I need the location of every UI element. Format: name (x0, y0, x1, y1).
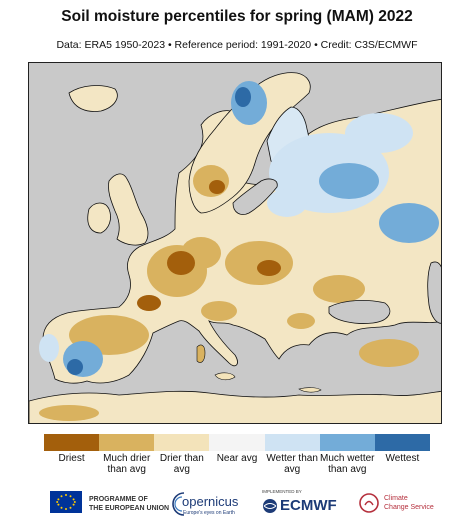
sardinia (196, 344, 206, 363)
legend-swatch-much-drier (99, 434, 155, 451)
c3s-text-line-1: Climate (384, 495, 408, 502)
great-britain (108, 173, 149, 246)
eu-text-line-1: PROGRAMME OF (89, 496, 148, 503)
legend-label-wetter: Wetter than avg (266, 453, 318, 475)
legend-colorbar (44, 434, 430, 452)
ecmwf-globe-icon (263, 499, 277, 513)
legend-swatch-much-wetter (319, 434, 375, 451)
legend-label-drier: Drier than avg (159, 453, 204, 475)
eu-flag-icon (50, 491, 82, 513)
legend-labels: Driest Much drier than avg Drier than av… (44, 453, 430, 475)
map-title: Soil moisture percentiles for spring (MA… (61, 8, 413, 25)
soil-moisture-map (28, 62, 442, 424)
copernicus-tagline: Europe's eyes on Earth (183, 510, 235, 516)
eu-text-line-2: THE EUROPEAN UNION (89, 505, 170, 512)
legend-label-wettest: Wettest (385, 453, 420, 464)
copernicus-name: opernicus (182, 494, 239, 509)
sicily (214, 372, 236, 381)
legend-swatch-near-avg (209, 434, 265, 451)
legend-label-much-drier: Much drier than avg (103, 453, 151, 475)
copernicus-logo-icon (172, 492, 185, 516)
eu-programme-text: PROGRAMME OF THE EUROPEAN UNION (89, 495, 169, 513)
c3s-text-line-2: Change Service (384, 504, 434, 511)
legend-swatch-wettest (374, 434, 430, 451)
crete (298, 387, 322, 393)
baltic-sea (232, 178, 278, 215)
ecmwf-implemented-by: IMPLEMENTED BY (262, 489, 302, 494)
c3s-text: Climate Change Service (384, 494, 434, 512)
map-canvas (29, 63, 441, 423)
north-africa (29, 390, 441, 423)
legend-swatch-driest (44, 434, 100, 451)
climate-change-service-icon (359, 493, 379, 513)
ireland (87, 202, 111, 234)
wettest-patches (39, 81, 439, 377)
black-sea (328, 299, 391, 324)
map-subtitle: Data: ERA5 1950-2023 • Reference period:… (56, 39, 418, 51)
ecmwf-name: ECMWF (280, 497, 337, 514)
legend-label-near-avg: Near avg (216, 453, 258, 464)
driest-patches (39, 165, 419, 421)
iceland (68, 85, 118, 112)
legend-swatch-wetter (264, 434, 320, 451)
legend-label-driest: Driest (58, 453, 85, 464)
caspian-sea (427, 261, 441, 324)
legend-label-much-wetter: Much wetter than avg (320, 453, 375, 475)
legend-swatch-drier (154, 434, 210, 451)
